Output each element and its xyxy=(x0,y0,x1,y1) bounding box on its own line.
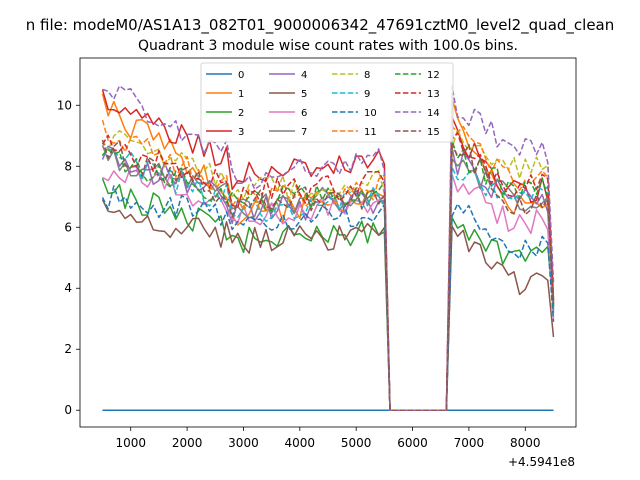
legend-label: 1 xyxy=(238,89,244,100)
legend-label: 10 xyxy=(364,108,377,119)
series-line-10 xyxy=(101,185,555,411)
legend-label: 13 xyxy=(427,89,440,100)
y-tick-label: 6 xyxy=(64,220,72,234)
legend-frame xyxy=(200,62,454,143)
legend-label: 11 xyxy=(364,127,377,138)
legend-label: 4 xyxy=(301,70,307,81)
y-tick-label: 0 xyxy=(64,403,72,417)
legend-label: 7 xyxy=(301,127,307,138)
y-tick-label: 10 xyxy=(57,98,72,112)
series-line-3 xyxy=(101,89,555,411)
series-layer xyxy=(101,85,555,411)
x-tick-label: 4000 xyxy=(285,436,316,450)
legend-label: 0 xyxy=(238,70,244,81)
x-offset-label: +4.5941e8 xyxy=(508,455,575,469)
legend-label: 9 xyxy=(364,89,370,100)
legend-label: 2 xyxy=(238,108,244,119)
series-line-9 xyxy=(101,148,555,411)
legend-label: 6 xyxy=(301,108,307,119)
legend-label: 15 xyxy=(427,127,440,138)
x-tick-label: 1000 xyxy=(115,436,146,450)
x-tick-label: 5000 xyxy=(341,436,372,450)
axes-frame xyxy=(79,57,577,428)
series-line-2 xyxy=(101,178,555,411)
legend-label: 14 xyxy=(427,108,440,119)
series-line-5 xyxy=(101,199,555,411)
x-tick-label: 2000 xyxy=(172,436,203,450)
y-tick-label: 8 xyxy=(64,159,72,173)
series-line-6 xyxy=(102,166,555,411)
legend-label: 12 xyxy=(427,70,440,81)
y-axis: 0 2 4 6 8 10 xyxy=(57,98,80,417)
legend-label: 3 xyxy=(238,127,244,138)
chart-title: Quadrant 3 module wise count rates with … xyxy=(138,38,518,54)
series-line-15 xyxy=(101,139,555,411)
x-tick-label: 8000 xyxy=(510,436,541,450)
x-tick-label: 7000 xyxy=(454,436,485,450)
x-tick-label: 3000 xyxy=(228,436,259,450)
series-line-12 xyxy=(101,139,555,411)
legend-label: 5 xyxy=(301,89,307,100)
y-tick-label: 2 xyxy=(64,342,72,356)
series-line-13 xyxy=(101,132,555,411)
x-tick-label: 6000 xyxy=(397,436,428,450)
series-line-14 xyxy=(102,85,555,411)
figure-suptitle: n file: modeM0/AS1A13_082T01_9000006342_… xyxy=(26,16,615,35)
series-line-11 xyxy=(101,119,555,411)
y-tick-label: 4 xyxy=(64,281,72,295)
series-line-8 xyxy=(101,128,555,411)
legend-label: 8 xyxy=(364,70,370,81)
x-axis: 1000 2000 3000 4000 5000 6000 7000 8000 xyxy=(115,427,541,450)
